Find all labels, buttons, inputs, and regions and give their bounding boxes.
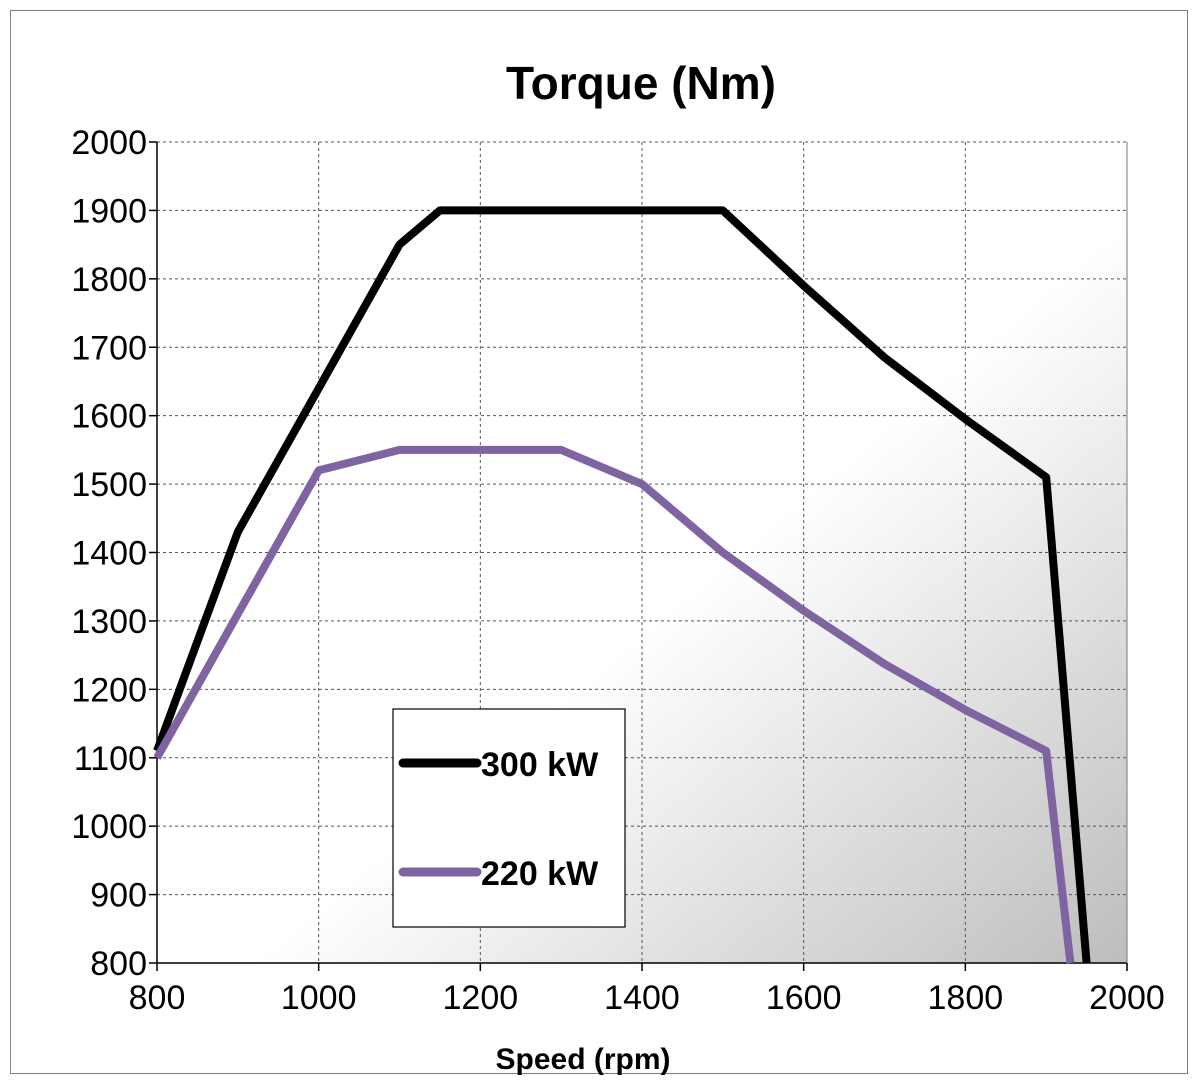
y-tick-label-1700: 1700 — [71, 329, 147, 367]
legend-label-300kw: 300 kW — [481, 746, 599, 784]
y-tick-labels: 800 900 1000 1100 1200 1300 1400 1500 1600 1700 18… — [71, 124, 147, 983]
legend: 300 kW 220 kW — [392, 708, 626, 928]
x-tick-label-1600: 1600 — [766, 979, 842, 1017]
series-line-220kw — [153, 445, 1075, 964]
x-tick-label-1400: 1400 — [604, 979, 680, 1017]
y-tick-label-1600: 1600 — [71, 398, 147, 436]
x-tick-label-2000: 2000 — [1089, 979, 1165, 1017]
series-lines — [153, 206, 1091, 964]
legend-label-220kw: 220 kW — [481, 855, 599, 893]
x-axis-title: Speed (rpm) — [495, 1043, 670, 1075]
y-tick-label-1200: 1200 — [71, 671, 147, 709]
y-tick-label-1300: 1300 — [71, 603, 147, 641]
y-tick-label-1400: 1400 — [71, 535, 147, 573]
chart-frame: Torque (Nm) 800 900 1000 1100 1200 1300 1400 15… — [10, 10, 1188, 1075]
chart-title: Torque (Nm) — [506, 57, 776, 109]
series-line-300kw — [153, 206, 1091, 964]
x-tick-label-1200: 1200 — [443, 979, 519, 1017]
x-tick-labels: 800 1000 1200 1400 1600 1800 2000 — [129, 979, 1165, 1017]
y-tick-label-1100: 1100 — [74, 740, 147, 778]
torque-chart: Torque (Nm) 800 900 1000 1100 1200 1300 1400 15… — [71, 57, 1165, 1075]
legend-box — [392, 708, 626, 928]
y-tick-label-1000: 1000 — [71, 808, 147, 846]
y-tick-label-1500: 1500 — [71, 466, 147, 504]
y-tick-label-900: 900 — [90, 877, 147, 915]
axes — [149, 141, 1128, 971]
y-tick-label-2000: 2000 — [71, 124, 147, 162]
x-tick-label-800: 800 — [129, 979, 186, 1017]
y-tick-label-800: 800 — [90, 945, 147, 983]
y-tick-label-1900: 1900 — [71, 192, 147, 230]
x-tick-label-1000: 1000 — [281, 979, 357, 1017]
y-tick-label-1800: 1800 — [71, 261, 147, 299]
x-tick-label-1800: 1800 — [928, 979, 1004, 1017]
